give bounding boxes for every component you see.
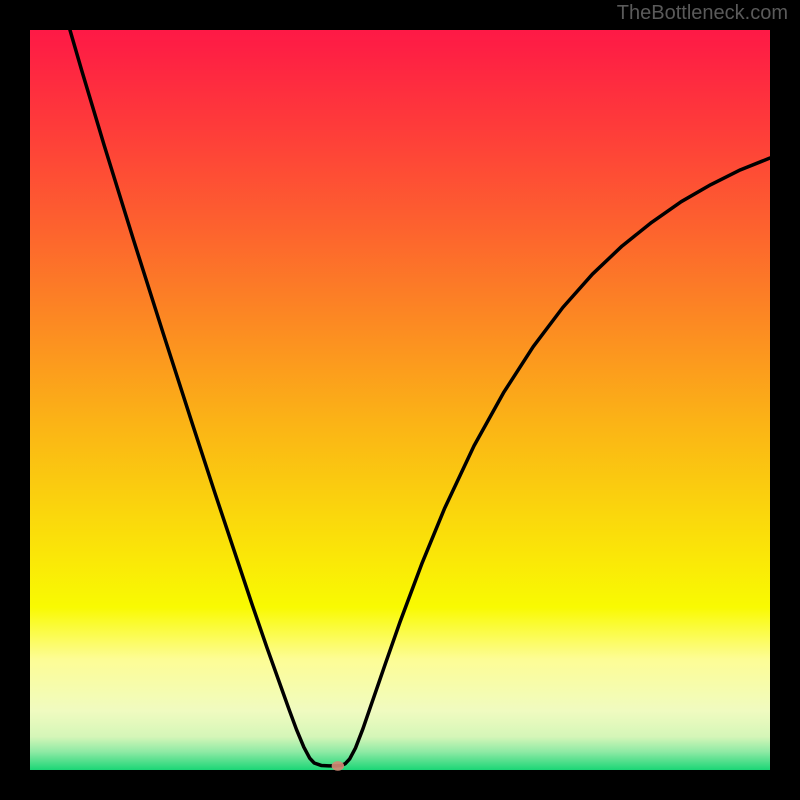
watermark-text: TheBottleneck.com [617,2,788,25]
bottleneck-chart [0,0,800,800]
chart-svg [0,0,800,800]
